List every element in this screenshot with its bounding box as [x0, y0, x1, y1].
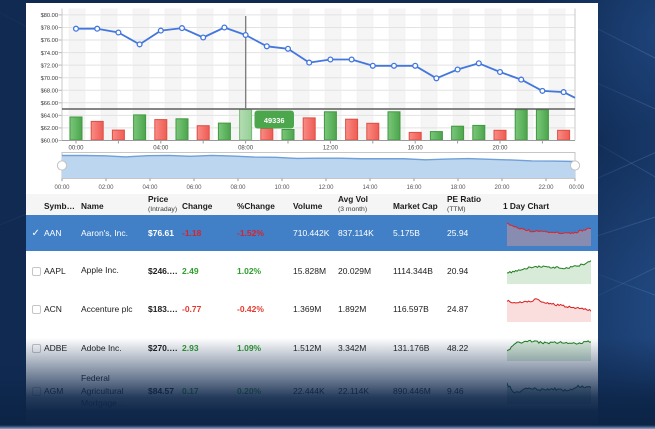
svg-text:16:00: 16:00 — [406, 185, 422, 191]
svg-text:$70.00: $70.00 — [41, 75, 58, 81]
svg-text:00:00: 00:00 — [54, 185, 70, 191]
svg-text:$60.00: $60.00 — [41, 138, 58, 144]
svg-text:00:00: 00:00 — [569, 185, 585, 191]
svg-text:10:00: 10:00 — [274, 185, 290, 191]
svg-text:04:00: 04:00 — [153, 145, 169, 151]
svg-text:$62.00: $62.00 — [41, 126, 58, 132]
svg-text:$74.00: $74.00 — [41, 50, 58, 56]
svg-text:$72.00: $72.00 — [41, 63, 58, 69]
svg-text:22:00: 22:00 — [538, 185, 554, 191]
svg-text:12:00: 12:00 — [318, 185, 334, 191]
svg-text:$64.00: $64.00 — [41, 113, 58, 119]
svg-text:00:00: 00:00 — [68, 145, 84, 151]
svg-text:20:00: 20:00 — [492, 145, 508, 151]
svg-text:08:00: 08:00 — [238, 145, 254, 151]
svg-text:12:00: 12:00 — [323, 145, 339, 151]
svg-text:18:00: 18:00 — [450, 185, 466, 191]
svg-text:16:00: 16:00 — [408, 145, 424, 151]
svg-text:49336: 49336 — [264, 116, 285, 125]
svg-text:06:00: 06:00 — [186, 185, 202, 191]
svg-text:04:00: 04:00 — [142, 185, 158, 191]
svg-text:$68.00: $68.00 — [41, 88, 58, 94]
svg-text:$80.00: $80.00 — [41, 13, 58, 19]
svg-text:$76.00: $76.00 — [41, 38, 58, 44]
svg-text:20:00: 20:00 — [494, 185, 510, 191]
svg-text:$66.00: $66.00 — [41, 101, 58, 107]
svg-text:14:00: 14:00 — [362, 185, 378, 191]
svg-text:$78.00: $78.00 — [41, 25, 58, 31]
svg-text:08:00: 08:00 — [230, 185, 246, 191]
svg-text:02:00: 02:00 — [98, 185, 114, 191]
